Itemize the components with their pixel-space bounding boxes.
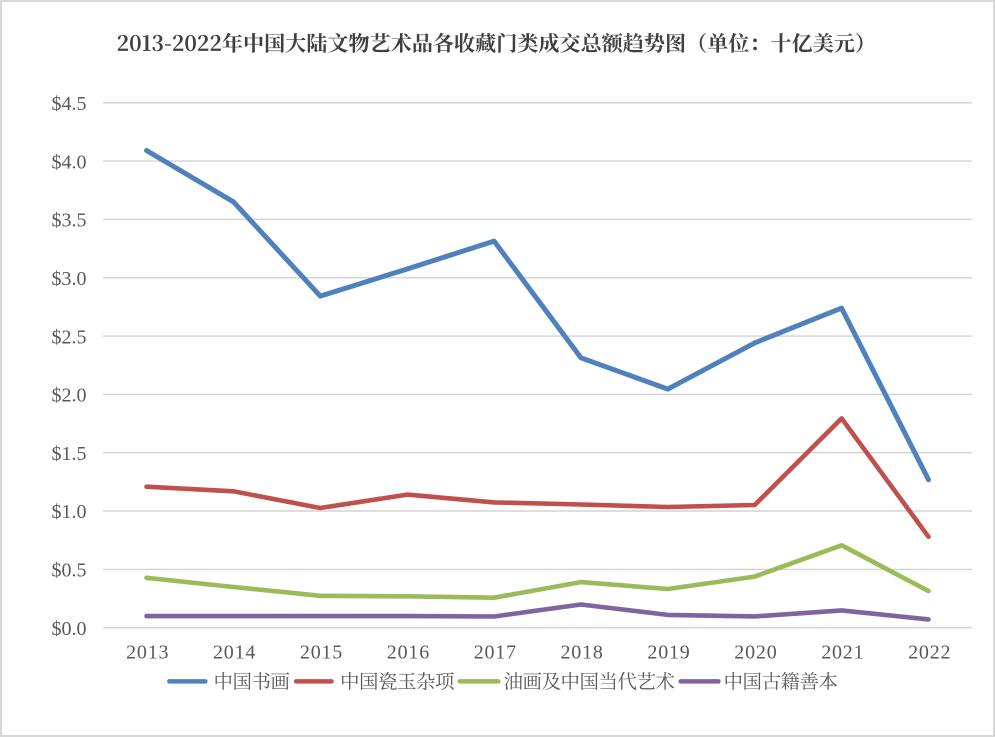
svg-text:$2.5: $2.5 — [52, 326, 87, 348]
svg-text:2016: 2016 — [387, 641, 430, 663]
svg-text:$4.5: $4.5 — [52, 93, 87, 115]
svg-text:2022: 2022 — [908, 641, 951, 663]
svg-text:$3.5: $3.5 — [52, 210, 87, 232]
svg-text:$3.0: $3.0 — [52, 268, 87, 290]
svg-text:2013: 2013 — [126, 641, 169, 663]
svg-text:2017: 2017 — [474, 641, 517, 663]
svg-text:$0.5: $0.5 — [52, 560, 87, 582]
svg-text:2014: 2014 — [213, 641, 256, 663]
svg-text:2018: 2018 — [560, 641, 603, 663]
svg-text:2020: 2020 — [734, 641, 777, 663]
svg-text:2015: 2015 — [300, 641, 343, 663]
svg-text:$4.0: $4.0 — [52, 151, 87, 173]
svg-text:$1.5: $1.5 — [52, 443, 87, 465]
svg-text:2021: 2021 — [821, 641, 864, 663]
svg-text:2019: 2019 — [647, 641, 690, 663]
svg-text:$0.0: $0.0 — [52, 618, 87, 640]
svg-text:$1.0: $1.0 — [52, 501, 87, 523]
svg-text:$2.0: $2.0 — [52, 385, 87, 407]
